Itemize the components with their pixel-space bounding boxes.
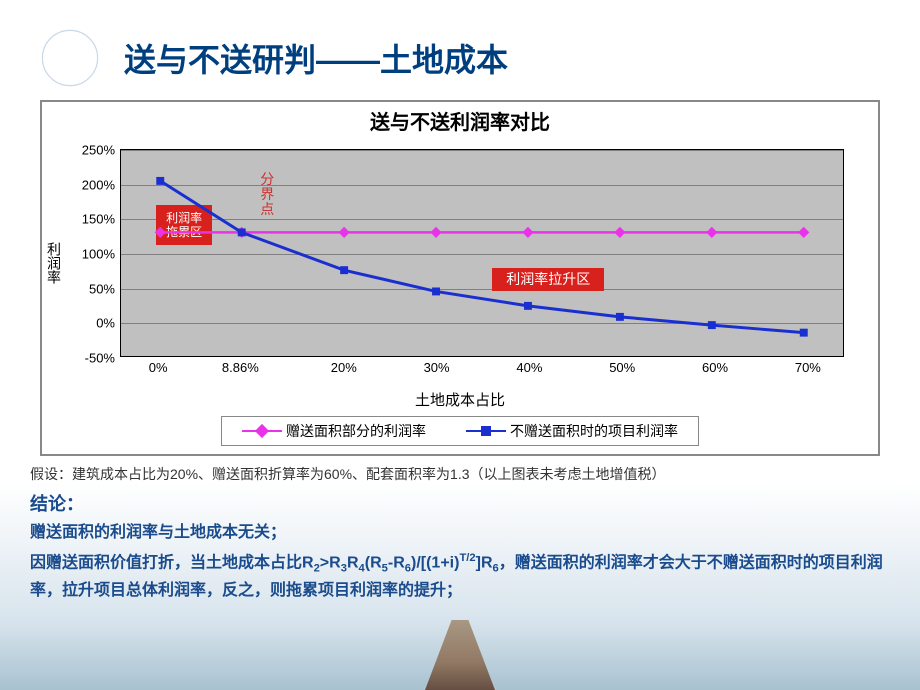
legend-item: 赠送面积部分的利润率 [242, 421, 426, 441]
arrow-circle-icon [40, 28, 100, 88]
y-tick-label: 50% [89, 281, 121, 296]
plot-box: -50% 0% 50% 100% 150% 200% 250% 0% 8.86% 20% 30% 40… [66, 143, 854, 383]
chart-series [121, 150, 843, 356]
x-axis-label: 土地成本占比 [42, 387, 878, 416]
x-tick-label: 0% [149, 356, 168, 375]
page-header: 送与不送研判——土地成本 [0, 0, 920, 88]
conclusion-line-1: 赠送面积的利润率与土地成本无关； [30, 520, 890, 546]
y-tick-label: 150% [82, 212, 121, 227]
y-tick-label: 100% [82, 247, 121, 262]
legend-item: 不赠送面积时的项目利润率 [466, 421, 678, 441]
x-tick-label: 8.86% [222, 356, 259, 375]
y-tick-label: 200% [82, 177, 121, 192]
x-tick-label: 50% [609, 356, 635, 375]
conclusion-heading: 结论： [30, 490, 890, 516]
background-pier-image [425, 620, 495, 690]
conclusion-line-2: 因赠送面积价值打折，当土地成本占比R2>R3R4(R5-R6)/[(1+i)T/… [30, 550, 890, 604]
assumption-text: 假设：建筑成本占比为20%、赠送面积折算率为60%、配套面积率为1.3（以上图表… [30, 464, 890, 484]
y-tick-label: -50% [85, 351, 121, 366]
chart-title: 送与不送利润率对比 [42, 102, 878, 139]
x-tick-label: 70% [795, 356, 821, 375]
chart-legend: 赠送面积部分的利润率 不赠送面积时的项目利润率 [221, 416, 699, 446]
x-tick-label: 20% [331, 356, 357, 375]
y-tick-label: 250% [82, 143, 121, 158]
x-tick-label: 30% [424, 356, 450, 375]
page-title: 送与不送研判——土地成本 [124, 35, 508, 81]
x-tick-label: 40% [516, 356, 542, 375]
chart-container: 送与不送利润率对比 利润率 -50% 0% 50% 100% 150% 200% 250% 0… [40, 100, 880, 456]
y-axis-label: 利润率 [42, 139, 66, 387]
y-tick-label: 0% [96, 316, 121, 331]
x-tick-label: 60% [702, 356, 728, 375]
